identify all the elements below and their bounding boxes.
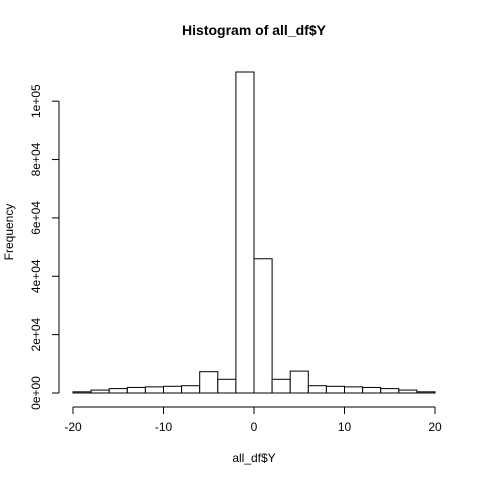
y-tick-label: 0e+00 xyxy=(29,376,43,410)
y-tick-label: 6e+04 xyxy=(29,201,43,235)
x-axis-label: all_df$Y xyxy=(232,451,275,465)
y-tick-label: 2e+04 xyxy=(29,317,43,351)
x-tick-label: 10 xyxy=(338,420,352,434)
x-axis: -20 -10 0 10 20 xyxy=(64,406,442,434)
histogram-bar xyxy=(199,371,219,394)
histogram-bar xyxy=(362,386,382,394)
y-axis-label: Frequency xyxy=(2,204,16,261)
histogram-bar xyxy=(144,386,164,394)
histogram-bar xyxy=(344,386,364,394)
histogram-bar xyxy=(325,385,345,394)
y-axis: 0e+00 2e+04 4e+04 6e+04 8e+04 1e+05 xyxy=(29,84,60,410)
histogram-bar xyxy=(108,388,128,394)
histogram-bar xyxy=(398,389,418,394)
histogram-bar xyxy=(289,370,309,394)
histogram-bar xyxy=(163,385,183,394)
histogram-bar xyxy=(90,389,110,394)
chart-title: Histogram of all_df$Y xyxy=(182,22,327,38)
histogram-bar xyxy=(307,385,327,394)
bars-group xyxy=(72,71,436,394)
histogram-bar xyxy=(72,391,92,394)
x-tick-label: -10 xyxy=(155,420,173,434)
x-tick-label: 20 xyxy=(428,420,442,434)
histogram-bar xyxy=(126,386,146,394)
y-tick-label: 8e+04 xyxy=(29,142,43,176)
histogram-bar xyxy=(181,385,201,394)
x-tick-label: 0 xyxy=(251,420,258,434)
histogram-bar xyxy=(416,391,436,394)
y-tick-label: 1e+05 xyxy=(29,84,43,118)
histogram-bar xyxy=(235,71,255,394)
histogram-bar xyxy=(253,258,273,394)
histogram-bar xyxy=(380,388,400,394)
histogram-bar xyxy=(217,378,237,394)
x-tick-label: -20 xyxy=(64,420,82,434)
y-tick-label: 4e+04 xyxy=(29,259,43,293)
histogram-bar xyxy=(271,378,291,394)
